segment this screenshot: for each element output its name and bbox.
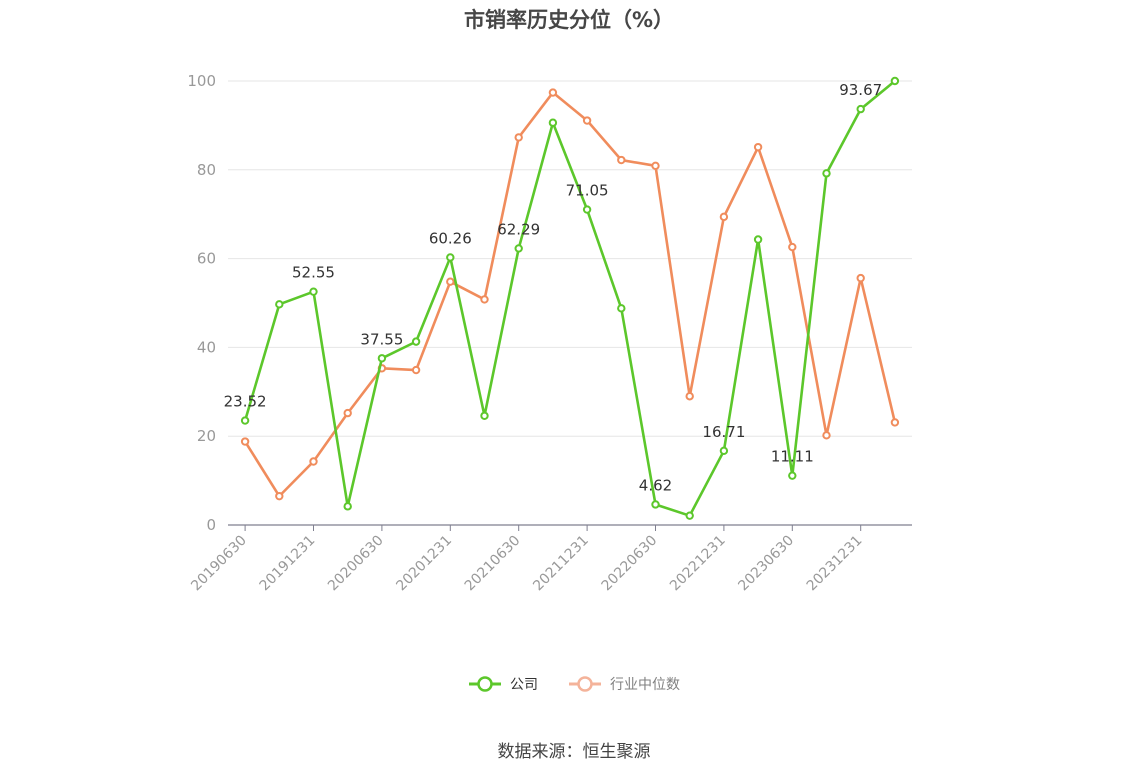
data-point-industry [446, 277, 455, 286]
data-label: 62.29 [497, 220, 540, 238]
data-point-company [240, 416, 250, 425]
x-tick-label: 20221231 [667, 533, 729, 595]
data-point-industry [480, 295, 489, 304]
x-tick-label: 20211231 [530, 533, 592, 595]
y-tick-label: 80 [197, 161, 216, 179]
legend-item-company[interactable]: 公司 [468, 674, 538, 694]
data-point-company [446, 253, 455, 262]
data-point-company [582, 205, 592, 214]
legend-company-icon [469, 676, 501, 692]
data-point-company [411, 337, 421, 346]
data-point-company [480, 411, 489, 420]
x-tick-label: 20191231 [257, 533, 319, 595]
x-tick-label: 20230630 [735, 533, 797, 595]
data-point-industry [788, 242, 797, 252]
data-point-company [822, 169, 831, 178]
x-tick-label: 20190630 [188, 533, 250, 595]
data-point-industry [240, 437, 250, 446]
data-point-company [548, 118, 558, 127]
x-tick-label: 20210630 [462, 533, 524, 595]
y-tick-label: 40 [197, 338, 216, 356]
y-tick-label: 0 [206, 516, 216, 534]
data-point-company [275, 300, 284, 309]
series-line-company [243, 79, 896, 517]
data-point-company [514, 244, 523, 253]
data-point-company [856, 104, 865, 114]
data-point-industry [548, 88, 558, 97]
legend: 公司 行业中位数 [0, 674, 1148, 694]
legend-item-industry-median[interactable]: 行业中位数 [568, 674, 680, 694]
data-point-industry [617, 155, 626, 165]
series-line-industry [243, 91, 897, 498]
legend-company-label: 公司 [510, 677, 538, 693]
data-point-industry [651, 161, 660, 171]
y-tick-label: 20 [197, 427, 216, 445]
x-tick-label: 20201231 [393, 533, 455, 595]
x-tick-label: 20220630 [599, 533, 661, 595]
data-point-company [753, 235, 763, 244]
data-point-company [890, 76, 900, 86]
data-point-industry [856, 273, 865, 283]
data-point-industry [822, 431, 831, 440]
y-tick-label: 100 [187, 72, 216, 90]
x-tick-label: 20231231 [804, 533, 866, 595]
data-point-industry [753, 142, 763, 152]
data-point-industry [275, 491, 284, 501]
chart-title: 市销率历史分位（%） [463, 8, 675, 32]
data-point-company [377, 354, 387, 363]
x-tick-label: 20200630 [325, 533, 387, 595]
y-tick-label: 60 [197, 250, 216, 268]
series-layer [240, 76, 900, 520]
data-point-company [788, 471, 797, 480]
legend-industry-label: 行业中位数 [610, 677, 680, 693]
data-point-company [651, 500, 660, 509]
data-point-industry [514, 133, 523, 142]
data-label: 11.11 [771, 448, 814, 466]
data-point-industry [343, 408, 352, 418]
data-label: 52.55 [292, 264, 335, 282]
data-label: 23.52 [224, 393, 267, 411]
data-label: 4.62 [639, 476, 672, 494]
data-point-company [719, 446, 729, 456]
data-point-industry [582, 116, 592, 125]
data-point-industry [411, 365, 421, 375]
data-point-company [343, 502, 352, 511]
source-note: 数据来源：恒生聚源 [497, 742, 651, 762]
data-point-industry [685, 392, 694, 401]
legend-industry-icon [569, 676, 601, 692]
data-point-company [617, 304, 626, 313]
data-point-industry [890, 418, 900, 427]
data-label: 60.26 [429, 229, 472, 247]
data-point-industry [719, 212, 729, 222]
axis-layer: 0 20 40 60 80 100 20190630 20191231 20200630 2020… [187, 72, 912, 594]
data-label-layer: 23.52 52.55 37.55 60.26 62.29 71.05 4.62 16.71 1… [224, 81, 883, 494]
data-point-company [309, 287, 318, 296]
grid-layer [228, 80, 912, 437]
data-label: 37.55 [360, 330, 403, 348]
data-point-industry [309, 457, 318, 466]
data-label: 71.05 [566, 182, 609, 200]
data-point-company [685, 511, 694, 520]
data-label: 16.71 [702, 423, 745, 441]
data-label: 93.67 [839, 81, 882, 99]
